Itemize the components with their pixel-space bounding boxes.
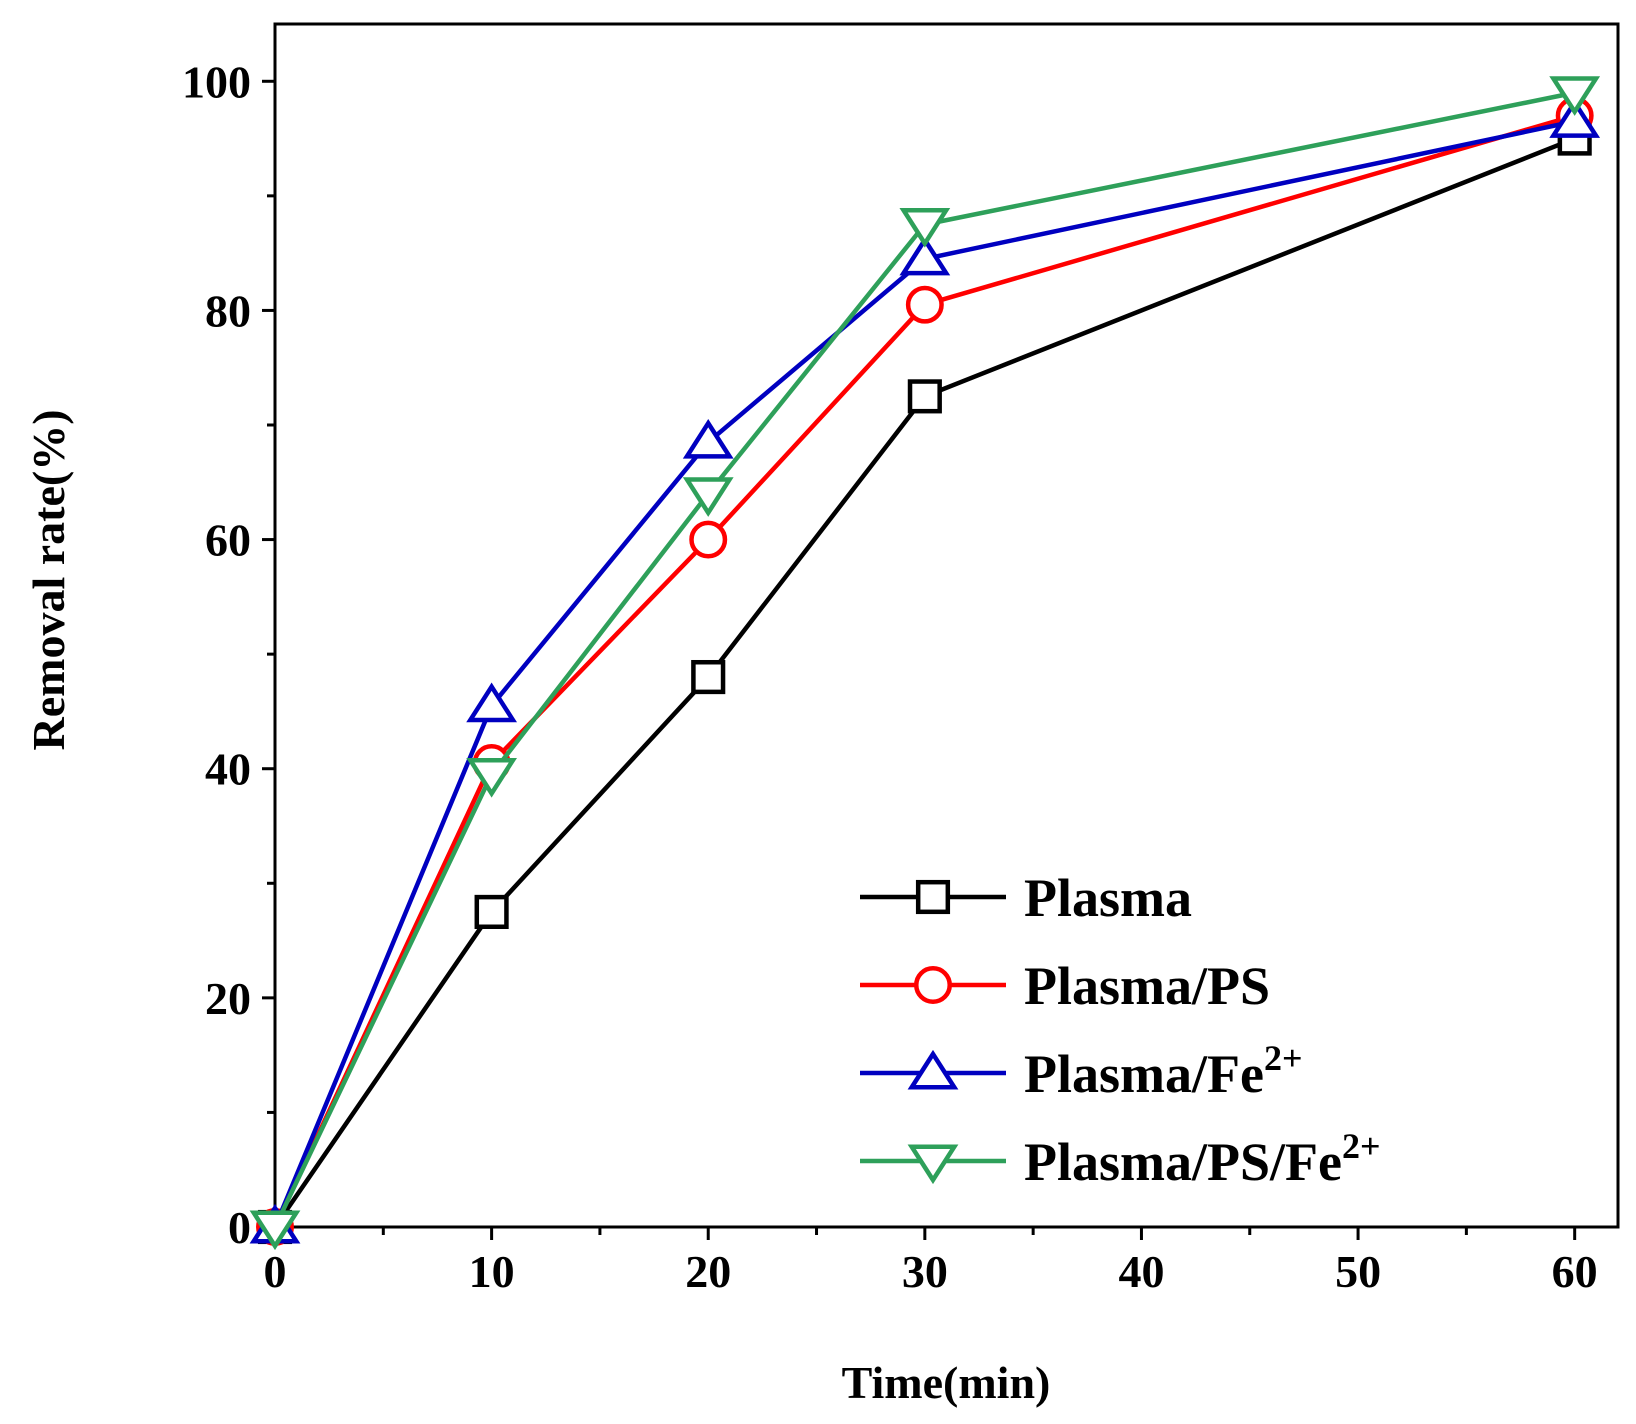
data-point bbox=[691, 659, 726, 695]
x-tick-label: 30 bbox=[902, 1246, 948, 1297]
data-point bbox=[466, 757, 518, 798]
series-layer bbox=[249, 76, 1601, 1251]
y-tick-label: 40 bbox=[205, 744, 251, 795]
legend-marker bbox=[915, 879, 951, 915]
legend-item: Plasma/Fe2+ bbox=[860, 1038, 1302, 1104]
x-tick-label: 40 bbox=[1118, 1246, 1164, 1297]
data-point bbox=[1549, 76, 1601, 116]
legend-label-base: Plasma/PS/Fe bbox=[1024, 1132, 1342, 1192]
legend-label-base: Plasma/PS bbox=[1024, 956, 1270, 1016]
x-tick-label: 20 bbox=[685, 1246, 731, 1297]
series-line bbox=[272, 113, 1576, 1228]
x-axis-title: Time(min) bbox=[842, 1357, 1051, 1408]
legend-label: Plasma/PS bbox=[1024, 956, 1270, 1016]
legend-label: Plasma bbox=[1024, 868, 1192, 928]
y-tick-label: 20 bbox=[205, 973, 251, 1024]
series-triangle-down bbox=[249, 76, 1601, 1251]
legend-item: Plasma bbox=[860, 868, 1192, 928]
data-point bbox=[474, 894, 509, 929]
legend-label: Plasma/PS/Fe2+ bbox=[1024, 1126, 1380, 1192]
data-point bbox=[899, 208, 951, 248]
y-tick-label: 80 bbox=[205, 285, 251, 336]
legend-marker bbox=[914, 966, 952, 1004]
y-tick-label: 0 bbox=[228, 1202, 251, 1253]
data-point bbox=[905, 285, 944, 324]
legend-label-superscript: 2+ bbox=[1264, 1038, 1303, 1078]
x-tick-label: 10 bbox=[469, 1246, 515, 1297]
legend-marker bbox=[907, 1144, 959, 1185]
y-tick-label: 100 bbox=[182, 56, 251, 107]
y-axis-title: Removal rate(%) bbox=[23, 409, 74, 750]
x-tick-label: 0 bbox=[264, 1246, 287, 1297]
legend-label-superscript: 2+ bbox=[1342, 1126, 1381, 1166]
data-point bbox=[689, 520, 728, 559]
x-tick-label: 50 bbox=[1335, 1246, 1381, 1297]
x-tick-label: 60 bbox=[1552, 1246, 1598, 1297]
data-point bbox=[682, 477, 734, 517]
legend-item: Plasma/PS bbox=[860, 956, 1270, 1016]
legend-item: Plasma/PS/Fe2+ bbox=[860, 1126, 1380, 1192]
data-point bbox=[1549, 98, 1601, 138]
plot-frame bbox=[273, 22, 1620, 1229]
data-point bbox=[682, 419, 734, 459]
data-point bbox=[466, 682, 518, 723]
legend-marker bbox=[907, 1049, 959, 1090]
legend-label-base: Plasma/Fe bbox=[1024, 1044, 1264, 1104]
y-tick-label: 60 bbox=[205, 515, 251, 566]
legend-label: Plasma/Fe2+ bbox=[1024, 1038, 1302, 1104]
axis-ticks: 0 10 20 30 40 50 60 0 20 40 60 80 100 bbox=[182, 56, 1598, 1297]
data-point bbox=[907, 379, 942, 414]
data-point bbox=[899, 235, 951, 276]
data-point bbox=[249, 1210, 301, 1251]
legend-label-base: Plasma bbox=[1024, 868, 1192, 928]
